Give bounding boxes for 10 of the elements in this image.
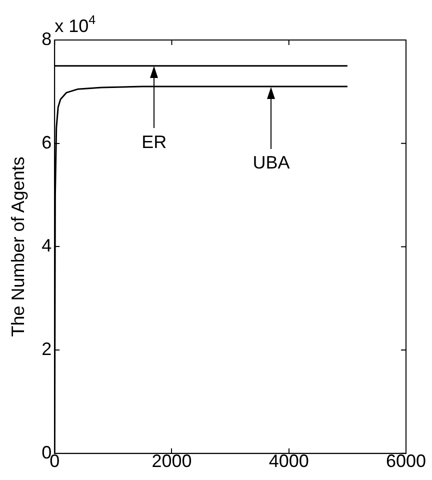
y-axis-title: The Number of Agents — [8, 156, 28, 337]
y-tick-label: 4 — [42, 236, 52, 256]
x-tick-label: 2000 — [152, 451, 192, 472]
annotation: ER — [142, 132, 167, 152]
x-tick-label: 4000 — [268, 451, 309, 472]
annotation: UBA — [252, 152, 290, 172]
x-tick-label: 6000 — [386, 451, 426, 472]
y-tick-label: 6 — [42, 132, 52, 152]
y-tick-label: 8 — [42, 28, 52, 49]
y-tick-label: 2 — [42, 339, 52, 360]
